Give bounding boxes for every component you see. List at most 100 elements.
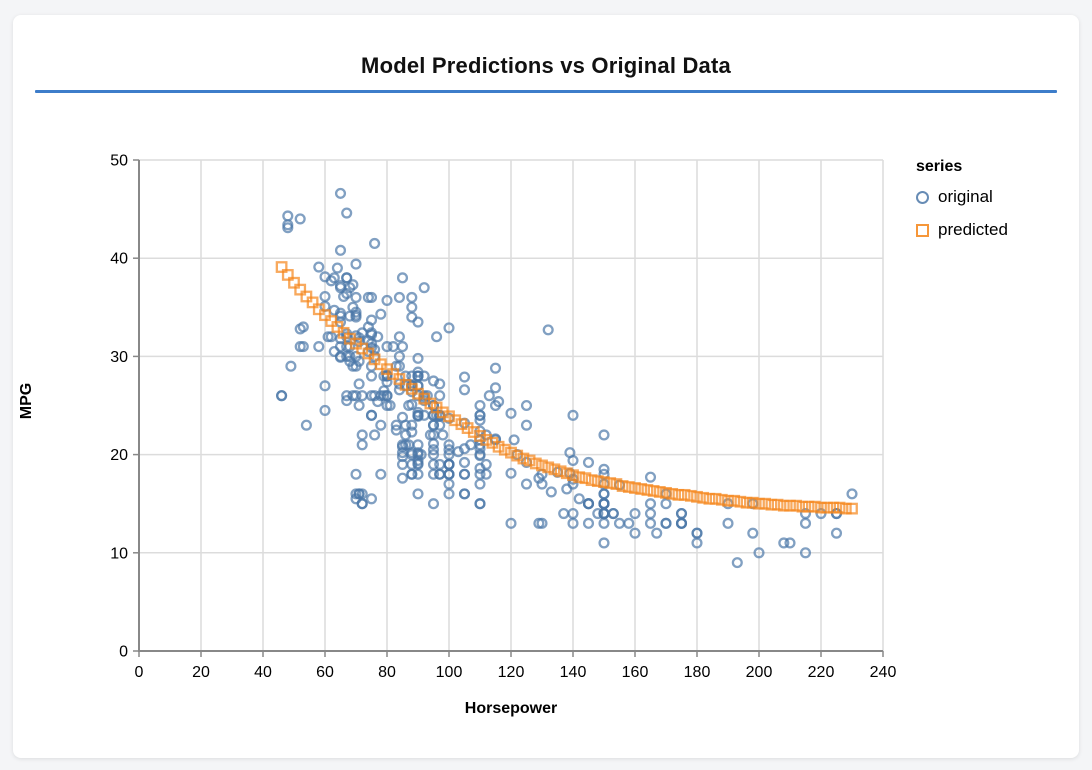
predicted-point — [523, 454, 536, 467]
original-point — [434, 390, 446, 402]
original-point — [489, 362, 502, 374]
original-point — [387, 341, 399, 353]
original-point — [406, 311, 418, 323]
original-point — [381, 294, 393, 306]
original-point — [474, 399, 486, 412]
predicted-point — [517, 452, 530, 465]
original-point — [412, 457, 424, 469]
x-tick-label: 140 — [560, 664, 587, 681]
original-point — [691, 537, 703, 549]
predicted-point — [281, 268, 294, 281]
original-point — [660, 517, 672, 529]
original-point — [406, 291, 418, 304]
original-point — [375, 468, 387, 480]
original-point — [356, 390, 368, 402]
predicted-point — [579, 472, 592, 485]
original-point — [623, 517, 635, 529]
original-point — [406, 426, 418, 438]
predicted-point — [653, 486, 666, 498]
original-point — [341, 390, 353, 402]
y-tick-label: 30 — [110, 349, 128, 366]
legend-item-original: original — [916, 185, 1008, 209]
original-point — [474, 498, 486, 510]
original-point — [598, 488, 610, 500]
original-point — [520, 478, 533, 490]
y-tick-label: 10 — [110, 545, 128, 562]
predicted-point — [498, 443, 511, 456]
title-underline — [35, 90, 1057, 93]
x-axis-title: Horsepower — [464, 700, 558, 717]
predicted-point — [560, 467, 573, 480]
predicted-point — [598, 476, 610, 488]
predicted-point — [765, 498, 778, 511]
predicted-point — [709, 492, 722, 505]
legend-title: series — [916, 158, 963, 175]
x-tick-label: 120 — [498, 664, 525, 681]
original-point — [573, 493, 585, 505]
original-point — [369, 237, 381, 250]
original-point — [334, 187, 347, 199]
predicted-point — [554, 465, 567, 478]
original-point — [458, 468, 471, 480]
original-point — [393, 291, 405, 304]
original-point — [437, 429, 449, 441]
original-point — [381, 390, 393, 402]
original-point — [341, 272, 353, 284]
original-point — [784, 537, 796, 549]
original-point — [533, 472, 545, 484]
original-point — [334, 351, 347, 363]
original-point — [747, 527, 759, 539]
chart-card: Model Predictions vs Original Data 0 20 40… — [13, 15, 1079, 758]
original-point — [489, 382, 502, 394]
original-point — [561, 483, 573, 495]
original-point — [396, 451, 409, 463]
predicted-point — [529, 457, 542, 470]
predicted-point — [641, 484, 654, 496]
predicted-point — [288, 276, 300, 289]
predicted-point — [585, 474, 598, 487]
original-point — [396, 272, 409, 284]
original-point — [294, 213, 306, 225]
original-point — [427, 438, 440, 450]
original-point — [533, 517, 545, 529]
predicted-point — [833, 501, 846, 514]
x-tick-label: 40 — [254, 664, 272, 681]
original-point — [675, 507, 688, 520]
original-point — [356, 429, 368, 441]
original-point — [390, 419, 402, 431]
original-point — [434, 468, 446, 480]
original-point — [406, 419, 418, 431]
original-point — [350, 291, 362, 304]
original-point — [384, 399, 396, 412]
original-point — [334, 244, 347, 256]
original-point — [545, 486, 557, 498]
original-point — [418, 409, 430, 421]
predicted-point — [839, 502, 852, 515]
predicted-point — [622, 481, 635, 493]
original-point — [427, 419, 440, 431]
legend-label-original: original — [938, 187, 993, 206]
original-point — [406, 447, 418, 459]
original-point — [353, 399, 365, 412]
original-point — [396, 341, 409, 353]
original-point — [282, 210, 294, 222]
original-point — [474, 462, 486, 474]
original-point — [406, 468, 418, 480]
predicted-point — [660, 486, 672, 499]
x-tick-label: 80 — [378, 664, 396, 681]
original-point — [285, 360, 297, 372]
scatter-plot: 0 20 40 60 80 100 120 140 160 180 200 220 240 0 10 20 30… — [110, 153, 896, 682]
original-point — [412, 468, 424, 480]
y-tick-label: 50 — [110, 153, 128, 170]
original-point — [558, 507, 570, 520]
original-point — [644, 507, 657, 520]
predicted-point — [567, 469, 579, 482]
x-tick-label: 220 — [808, 664, 835, 681]
original-point — [365, 291, 378, 304]
original-point — [372, 396, 384, 408]
predicted-point — [734, 495, 747, 508]
original-point — [350, 468, 362, 480]
legend-label-predicted: predicted — [938, 220, 1008, 239]
predicted-point — [771, 498, 784, 511]
original-point — [412, 488, 424, 500]
